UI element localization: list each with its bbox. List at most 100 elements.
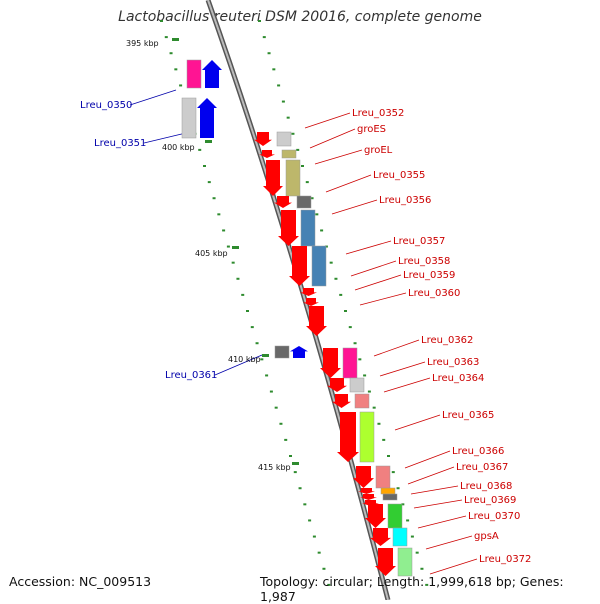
gene-arrow-lreu-0361[interactable] — [290, 346, 308, 358]
gene-label-lreu-0365[interactable]: Lreu_0365 — [442, 410, 494, 421]
scale-label: 410 kbp — [228, 355, 261, 364]
leader-line-lreu-0352 — [304, 112, 351, 129]
cog-box-lreu-0363 — [349, 377, 365, 393]
scale-dots-layer — [160, 20, 429, 586]
leader-line-groel — [314, 149, 363, 165]
cog-box-lreu-0370 — [387, 503, 403, 529]
gene-label-lreu-0358[interactable]: Lreu_0358 — [398, 256, 450, 267]
leader-line-lreu-0361 — [214, 354, 263, 376]
scale-tick-labels: 395 kbp 400 kbp 405 kbp 410 kbp 415 kbp — [126, 38, 299, 472]
cog-box-groes — [281, 149, 297, 159]
leader-line-lreu-0363 — [379, 361, 426, 377]
gene-label-lreu-0355[interactable]: Lreu_0355 — [373, 170, 425, 181]
leader-line-gpsa — [425, 535, 473, 550]
leader-line-lreu-0370 — [417, 515, 467, 529]
gene-label-lreu-0370[interactable]: Lreu_0370 — [468, 511, 520, 522]
gene-label-lreu-0364[interactable]: Lreu_0364 — [432, 373, 484, 384]
leader-line-lreu-0360 — [359, 292, 407, 306]
gene-arrow-lreu-0351[interactable] — [197, 98, 217, 138]
leader-line-lreu-0357 — [345, 240, 392, 255]
gene-layer — [197, 60, 396, 576]
scale-tick-mark — [205, 140, 212, 143]
gene-arrow-lreu-0356[interactable] — [278, 210, 299, 246]
cog-box-lreu-0365 — [359, 411, 375, 463]
gene-arrow-lreu-0370[interactable] — [365, 504, 386, 528]
cog-box-lreu-0362 — [342, 347, 358, 379]
label-leader-lines — [129, 89, 478, 575]
gene-arrow-gpsa[interactable] — [370, 528, 391, 546]
cog-box-lreu-0352 — [276, 131, 292, 147]
leader-line-lreu-0362 — [373, 339, 420, 357]
gene-label-groel[interactable]: groEL — [364, 145, 393, 156]
cog-box-lreu-0355 — [296, 195, 312, 209]
gene-labels-layer: Lreu_0350 Lreu_0351 Lreu_0352 groES groEL Lre… — [80, 100, 531, 565]
gene-arrow-lreu-0360[interactable] — [306, 306, 327, 336]
leader-line-lreu-0368 — [410, 485, 459, 495]
leader-line-lreu-0366 — [404, 450, 451, 469]
gene-arrow-lreu-0362[interactable] — [320, 348, 341, 378]
cog-box-lreu-0367 — [380, 487, 396, 495]
cog-box-lreu-0361 — [274, 345, 290, 359]
gene-label-lreu-0356[interactable]: Lreu_0356 — [379, 195, 431, 206]
cog-box-lreu-0357 — [311, 245, 327, 287]
gene-label-lreu-0352[interactable]: Lreu_0352 — [352, 108, 404, 119]
leader-line-lreu-0367 — [407, 466, 455, 485]
cog-box-lreu-0366 — [375, 465, 391, 489]
gene-label-groes[interactable]: groES — [357, 124, 386, 135]
gene-arrow-lreu-0352[interactable] — [254, 132, 272, 146]
leader-line-lreu-0372 — [429, 558, 478, 575]
gene-label-lreu-0367[interactable]: Lreu_0367 — [456, 462, 508, 473]
leader-line-lreu-0350 — [129, 89, 177, 106]
gene-label-lreu-0361[interactable]: Lreu_0361 — [165, 370, 217, 381]
cog-box-lreu-0372 — [397, 547, 413, 577]
gene-label-lreu-0362[interactable]: Lreu_0362 — [421, 335, 473, 346]
gene-arrow-lreu-0359[interactable] — [303, 298, 319, 306]
gene-label-lreu-0372[interactable]: Lreu_0372 — [479, 554, 531, 565]
gene-label-lreu-0351[interactable]: Lreu_0351 — [94, 138, 146, 149]
cog-box-gpsa — [392, 527, 408, 547]
gene-arrow-lreu-0368[interactable] — [360, 494, 377, 500]
gene-label-lreu-0357[interactable]: Lreu_0357 — [393, 236, 445, 247]
scale-label: 395 kbp — [126, 39, 159, 48]
map-title: Lactobacillus reuteri DSM 20016, complet… — [118, 9, 482, 25]
genome-backbone — [205, 0, 391, 600]
accession-label: Accession: NC_009513 — [9, 574, 152, 589]
scale-tick-mark — [262, 354, 269, 357]
gene-label-lreu-0368[interactable]: Lreu_0368 — [460, 481, 512, 492]
leader-line-lreu-0364 — [383, 377, 431, 393]
leader-line-lreu-0369 — [413, 499, 463, 509]
scale-tick-mark — [172, 38, 179, 41]
scale-label: 405 kbp — [195, 249, 228, 258]
leader-line-groes — [309, 128, 356, 149]
gene-arrow-lreu-0365[interactable] — [337, 412, 359, 462]
scale-tick-mark — [292, 462, 299, 465]
gene-arrow-lreu-0364[interactable] — [332, 394, 351, 408]
gene-arrow-lreu-0363[interactable] — [327, 378, 347, 392]
gene-arrow-lreu-0355[interactable] — [274, 196, 292, 208]
gene-arrow-groes[interactable] — [259, 150, 275, 158]
cog-box-lreu-0368 — [382, 493, 398, 501]
cog-box-lreu-0356 — [300, 209, 316, 247]
gene-arrow-lreu-0367[interactable] — [358, 488, 375, 494]
gene-label-lreu-0350[interactable]: Lreu_0350 — [80, 100, 132, 111]
cog-color-layer — [181, 59, 413, 577]
cog-box-lreu-0350 — [186, 59, 202, 89]
gene-label-gpsa[interactable]: gpsA — [474, 531, 499, 542]
scale-tick-mark — [232, 246, 239, 249]
gene-label-lreu-0369[interactable]: Lreu_0369 — [464, 495, 516, 506]
gene-arrow-groel[interactable] — [263, 160, 283, 196]
gene-label-lreu-0359[interactable]: Lreu_0359 — [403, 270, 455, 281]
leader-line-lreu-0359 — [354, 274, 402, 291]
cog-box-groel — [285, 159, 301, 197]
gene-arrow-lreu-0372[interactable] — [375, 548, 396, 576]
gene-label-lreu-0363[interactable]: Lreu_0363 — [427, 357, 479, 368]
leader-line-lreu-0356 — [331, 199, 378, 215]
gene-arrow-lreu-0357[interactable] — [289, 246, 310, 286]
gene-arrow-lreu-0358[interactable] — [300, 288, 317, 296]
gene-arrow-lreu-0350[interactable] — [202, 60, 222, 88]
gene-label-lreu-0366[interactable]: Lreu_0366 — [452, 446, 504, 457]
gene-arrow-lreu-0366[interactable] — [353, 466, 374, 488]
gene-label-lreu-0360[interactable]: Lreu_0360 — [408, 288, 460, 299]
leader-line-lreu-0358 — [350, 260, 397, 277]
